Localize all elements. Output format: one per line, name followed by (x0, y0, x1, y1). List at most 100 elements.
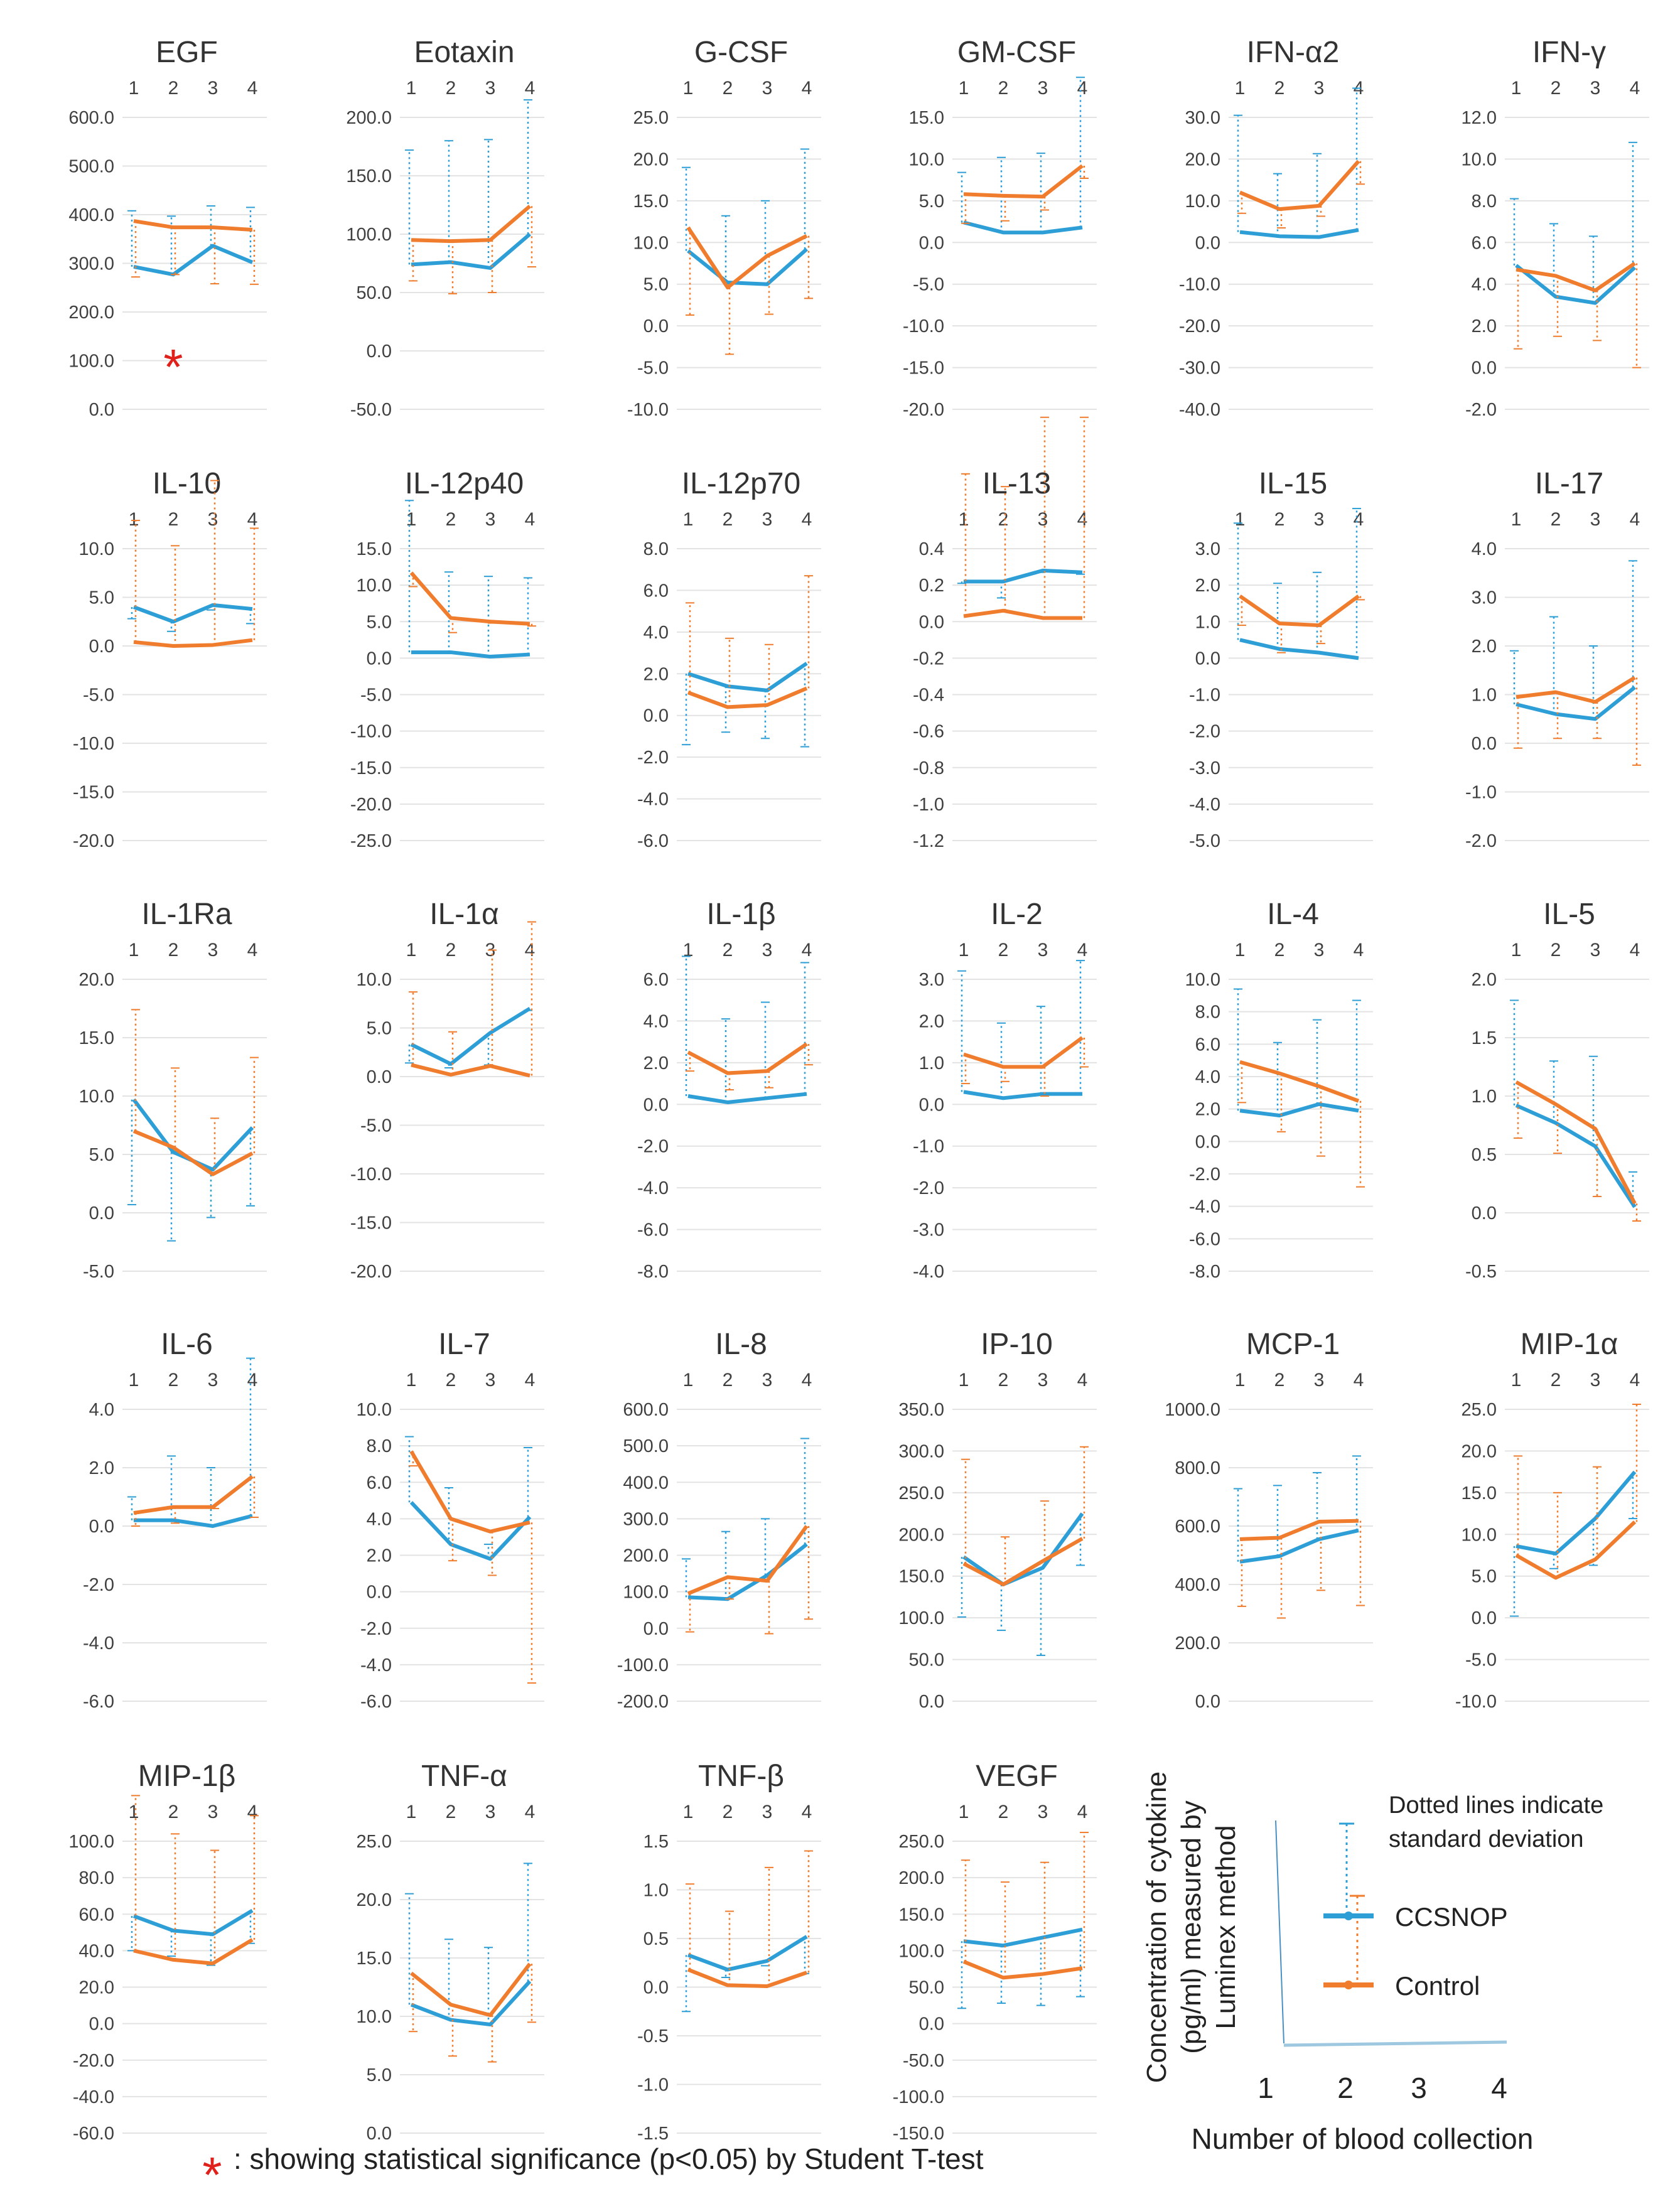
il-13-y-tick-label: 0.2 (919, 576, 944, 596)
il-4-x-tick-label: 1 (1235, 940, 1246, 960)
il-2-y-tick-label: -1.0 (913, 1137, 944, 1157)
il-12p40-y-tick-label: -5.0 (360, 686, 392, 706)
gm-csf-y-tick-label: -5.0 (913, 275, 944, 295)
il-7-y-tick-label: 10.0 (357, 1400, 392, 1420)
mcp-1-x-tick-label: 2 (1274, 1370, 1285, 1390)
mcp-1-line-control (1240, 1521, 1359, 1539)
il-13-y-tick-label: -0.6 (913, 722, 944, 742)
il-1beta-x-tick-label: 3 (762, 940, 773, 960)
ifn-alpha2-x-tick-label: 1 (1235, 78, 1246, 99)
legend-x-tick-2: 2 (1337, 2072, 1354, 2104)
ip-10-y-tick-label: 350.0 (898, 1400, 944, 1420)
vegf-y-tick-label: -100.0 (893, 2087, 944, 2107)
ifn-gamma-y-tick-label: 10.0 (1462, 149, 1497, 169)
il-2-y-tick-label: 0.0 (919, 1095, 944, 1115)
ip-10-y-tick-label: 50.0 (909, 1650, 944, 1670)
egf-y-tick-label: 0.0 (89, 400, 114, 420)
chart-mip-1beta: 100.080.060.040.020.00.0-20.0-40.0-60.0M… (68, 1760, 267, 2144)
chart-il-1beta: 6.04.02.00.0-2.0-4.0-6.0-8.0IL-1β1 2 3 4 (637, 898, 821, 1282)
legend-marker-control (1344, 1981, 1353, 1989)
il-1beta-x-tick-label: 1 (683, 940, 694, 960)
mip-1beta-y-tick-label: 0.0 (89, 2014, 114, 2035)
il-15-y-tick-label: -2.0 (1189, 722, 1220, 742)
il-1ra-y-tick-label: 10.0 (79, 1087, 114, 1107)
gm-csf-line-ccsnop (964, 222, 1082, 232)
ip-10-y-tick-label: 150.0 (898, 1567, 944, 1587)
il-17-x-tick-label: 2 (1551, 509, 1561, 530)
il-15-y-tick-label: 3.0 (1195, 539, 1220, 559)
ifn-alpha2-y-tick-label: -20.0 (1179, 316, 1220, 336)
ifn-gamma-x-tick-label: 4 (1630, 78, 1640, 99)
g-csf-y-tick-label: 0.0 (643, 316, 669, 336)
egf-y-tick-label: 300.0 (68, 254, 114, 274)
legend-x-tick-1: 1 (1257, 2072, 1274, 2104)
il-10-y-tick-label: 5.0 (89, 588, 114, 608)
chart-il-13: 0.40.20.0-0.2-0.4-0.6-0.8-1.0-1.2IL-131 2… (913, 417, 1097, 851)
il-15-x-tick-label: 2 (1274, 509, 1285, 530)
il-12p70-line-ccsnop (688, 664, 807, 691)
tnf-beta-y-tick-label: -0.5 (637, 2026, 669, 2046)
gm-csf-y-tick-label: 5.0 (919, 191, 944, 212)
gm-csf-y-tick-label: 10.0 (909, 149, 944, 169)
il-4-y-tick-label: -6.0 (1189, 1229, 1220, 1249)
chart-tnf-alpha: 25.020.015.010.05.00.0TNF-α1 2 3 4 (357, 1760, 544, 2144)
il-5-line-control (1516, 1082, 1635, 1203)
il-8-y-tick-label: 0.0 (643, 1619, 669, 1639)
vegf-y-tick-label: -150.0 (893, 2124, 944, 2144)
tnf-beta-title: TNF-β (698, 1760, 784, 1793)
mcp-1-y-tick-label: 1000.0 (1165, 1400, 1220, 1420)
chart-ifn-alpha2: 30.020.010.00.0-10.0-20.0-30.0-40.0IFN-α… (1179, 36, 1373, 420)
il-10-y-tick-label: -5.0 (83, 686, 114, 706)
il-10-y-tick-label: 0.0 (89, 637, 114, 657)
ifn-gamma-y-tick-label: 8.0 (1472, 191, 1497, 212)
mip-1beta-x-tick-label: 2 (168, 1802, 179, 1822)
footnote-asterisk: * (202, 2147, 222, 2194)
g-csf-y-tick-label: 5.0 (643, 275, 669, 295)
ifn-gamma-x-tick-label: 2 (1551, 78, 1561, 99)
vegf-x-tick-label: 3 (1038, 1802, 1048, 1822)
mip-1alpha-y-tick-label: 0.0 (1472, 1608, 1497, 1628)
ip-10-x-tick-label: 3 (1038, 1370, 1048, 1390)
il-2-y-tick-label: -2.0 (913, 1178, 944, 1198)
il-1ra-y-tick-label: 0.0 (89, 1203, 114, 1223)
tnf-beta-y-tick-label: 0.0 (643, 1978, 669, 1998)
legend-y-axis-label-1: Concentration of cytokine (1141, 1772, 1172, 2084)
il-2-x-tick-label: 1 (959, 940, 969, 960)
il-12p40-line-control (411, 573, 530, 623)
mip-1alpha-x-tick-label: 2 (1551, 1370, 1561, 1390)
gm-csf-y-tick-label: -10.0 (903, 316, 944, 336)
il-12p40-x-tick-label: 3 (485, 509, 496, 530)
il-7-x-tick-label: 2 (446, 1370, 456, 1390)
il-1ra-y-tick-label: 15.0 (79, 1028, 114, 1048)
chart-tnf-beta: 1.51.00.50.0-0.5-1.0-1.5TNF-β1 2 3 4 (637, 1760, 821, 2144)
il-10-title: IL-10 (153, 467, 221, 500)
g-csf-x-tick-label: 4 (802, 78, 812, 99)
eotaxin-line-control (411, 206, 530, 241)
il-6-y-tick-label: 0.0 (89, 1517, 114, 1537)
il-12p40-y-tick-label: -10.0 (350, 722, 392, 742)
il-5-y-tick-label: -0.5 (1465, 1262, 1497, 1282)
il-12p70-y-tick-label: -2.0 (637, 748, 669, 768)
il-15-title: IL-15 (1259, 467, 1327, 500)
tnf-alpha-y-tick-label: 15.0 (357, 1949, 392, 1969)
mip-1beta-x-tick-label: 1 (129, 1802, 139, 1822)
il-6-x-tick-label: 1 (129, 1370, 139, 1390)
il-13-y-tick-label: -1.2 (913, 831, 944, 851)
mip-1beta-x-tick-label: 3 (208, 1802, 218, 1822)
il-2-y-tick-label: 3.0 (919, 970, 944, 990)
il-12p70-x-tick-label: 3 (762, 509, 773, 530)
g-csf-y-tick-label: 10.0 (633, 233, 669, 253)
ifn-alpha2-x-tick-label: 3 (1314, 78, 1325, 99)
vegf-y-tick-label: 50.0 (909, 1978, 944, 1998)
vegf-y-tick-label: 0.0 (919, 2014, 944, 2035)
il-5-line-ccsnop (1516, 1105, 1635, 1207)
il-17-y-tick-label: 4.0 (1472, 539, 1497, 559)
il-1alpha-y-tick-label: 10.0 (357, 970, 392, 990)
il-7-y-tick-label: 2.0 (367, 1546, 392, 1566)
mip-1alpha-y-tick-label: 5.0 (1472, 1567, 1497, 1587)
chart-il-10: 10.0 5.0 0.0 -5.0 -10.0 -15.0 -20.0 IL-10 1 2 3 4 (73, 467, 267, 851)
gm-csf-x-tick-label: 1 (959, 78, 969, 99)
il-4-title: IL-4 (1267, 898, 1319, 931)
egf-x-tick-label: 1 (129, 78, 139, 99)
gm-csf-y-tick-label: 15.0 (909, 108, 944, 128)
